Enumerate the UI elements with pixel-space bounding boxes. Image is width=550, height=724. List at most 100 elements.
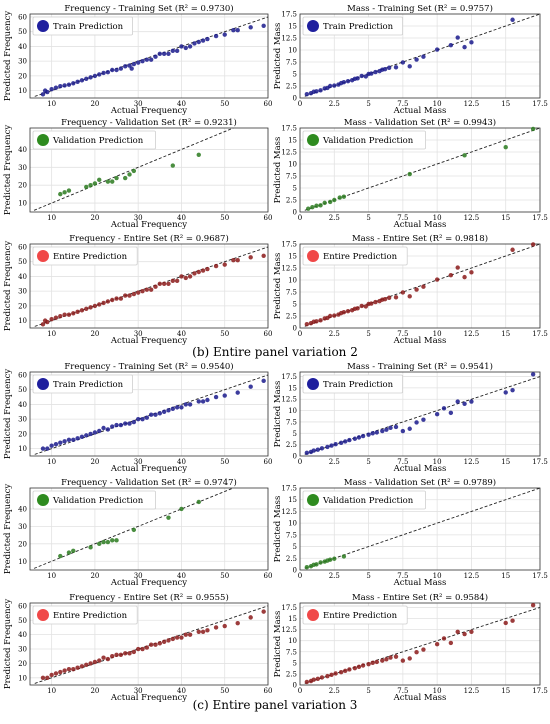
legend-label: Validation Prediction <box>322 496 414 506</box>
y-tick-label: 0 <box>293 453 297 461</box>
data-point <box>187 44 193 49</box>
legend-marker-icon <box>37 250 49 262</box>
x-axis-label: Actual Mass <box>393 464 447 474</box>
x-tick-label: 40 <box>177 214 186 222</box>
legend-box <box>302 374 403 394</box>
data-point <box>373 299 378 305</box>
data-point <box>170 406 175 412</box>
data-point <box>131 168 137 174</box>
data-point <box>114 67 119 73</box>
data-point <box>166 281 171 286</box>
chart-panel: 10 20 30 40 50 60 10 20 30 40 Frequency - Validati… <box>3 117 272 230</box>
x-tick-label: 15 <box>501 687 510 695</box>
chart-panel: 0 2.5 5 7.5 10 12.5 15 17.5 0 2.5 5 7.5 10 12.5 15 17.5… <box>273 3 548 116</box>
data-point <box>105 539 111 545</box>
y-axis-label: Predicted Frequency <box>3 599 13 689</box>
data-point <box>352 665 358 671</box>
chart-panel: 10 20 30 40 50 60 10 20 30 40 50 60 Frequency - Enti… <box>3 592 272 703</box>
data-point <box>62 190 67 195</box>
x-tick-label: 20 <box>90 330 99 338</box>
data-point <box>366 661 371 667</box>
y-tick-label: 60 <box>18 602 27 610</box>
data-point <box>123 293 128 298</box>
y-tick-label: 5 <box>293 543 297 551</box>
data-point <box>153 642 158 647</box>
y-tick-label: 30 <box>18 416 27 424</box>
plot-frame <box>299 371 541 457</box>
x-tick-label: 7.5 <box>397 100 408 108</box>
data-point <box>66 312 72 317</box>
x-tick-label: 12.5 <box>464 100 480 108</box>
y-tick-label: 5 <box>293 430 297 438</box>
y-tick-label: 60 <box>18 243 27 251</box>
data-point <box>187 274 193 279</box>
data-point <box>187 632 193 637</box>
x-tick-label: 12.5 <box>464 572 480 580</box>
data-point <box>318 560 323 565</box>
chart-title: Frequency - Entire Set (R² = 0.9555) <box>69 592 229 603</box>
data-point <box>84 306 89 312</box>
data-point <box>135 416 141 422</box>
data-point <box>421 417 426 422</box>
legend: Train Prediction <box>32 16 133 36</box>
x-axis-label: Actual Frequency <box>110 693 187 703</box>
x-tick-label: 60 <box>264 572 273 580</box>
data-point <box>314 319 319 324</box>
legend-marker-icon <box>37 20 49 32</box>
data-point <box>40 675 46 681</box>
y-tick-label: 10 <box>18 558 27 566</box>
y-tick-label: 50 <box>18 386 27 394</box>
legend: Validation Prediction <box>32 130 156 150</box>
x-tick-label: 10 <box>47 330 56 338</box>
y-tick-label: 10 <box>18 445 27 453</box>
data-point <box>97 72 102 77</box>
data-point <box>231 28 236 33</box>
data-point <box>373 69 378 75</box>
data-point <box>114 652 119 657</box>
data-point <box>319 446 325 451</box>
data-point <box>369 301 374 306</box>
y-tick-label: 40 <box>18 43 27 51</box>
x-tick-label: 12.5 <box>464 458 480 466</box>
x-tick-label: 17.5 <box>532 572 548 580</box>
chart-title: Mass - Training Set (R² = 0.9757) <box>347 3 493 14</box>
x-tick-label: 10 <box>47 687 56 695</box>
y-tick-label: 10 <box>288 161 297 169</box>
x-tick-label: 15 <box>501 330 510 338</box>
legend-box <box>302 605 408 625</box>
y-tick-label: 40 <box>18 401 27 409</box>
y-axis-label: Predicted Mass <box>273 253 283 320</box>
y-tick-label: 10 <box>288 47 297 55</box>
data-point <box>462 401 467 406</box>
data-point <box>62 312 67 317</box>
x-axis-label: Actual Mass <box>393 220 447 230</box>
data-point <box>388 425 393 431</box>
x-tick-label: 0 <box>298 330 302 338</box>
data-point <box>101 425 106 431</box>
data-point <box>231 258 236 263</box>
data-point <box>314 89 319 94</box>
data-point <box>222 262 227 267</box>
data-point <box>127 293 132 298</box>
data-point <box>393 65 399 70</box>
data-point <box>345 309 351 314</box>
y-axis-label: Predicted Frequency <box>3 369 13 459</box>
data-point <box>304 450 310 456</box>
data-point <box>332 197 337 203</box>
data-point <box>187 402 193 407</box>
y-tick-label: 10 <box>288 277 297 285</box>
data-point <box>393 424 399 430</box>
data-point <box>45 89 50 95</box>
data-point <box>222 623 227 629</box>
y-tick-label: 30 <box>18 164 27 172</box>
data-point <box>235 258 240 263</box>
data-point <box>469 270 474 275</box>
chart-panel: 10 20 30 40 50 60 10 20 30 40 50 60 Frequency - Trai… <box>3 361 272 474</box>
y-tick-label: 20 <box>18 430 27 438</box>
data-point <box>341 79 347 85</box>
legend-box <box>32 130 156 150</box>
data-point <box>196 269 201 275</box>
data-point <box>332 313 337 318</box>
data-point <box>196 152 201 158</box>
data-point <box>75 309 80 314</box>
